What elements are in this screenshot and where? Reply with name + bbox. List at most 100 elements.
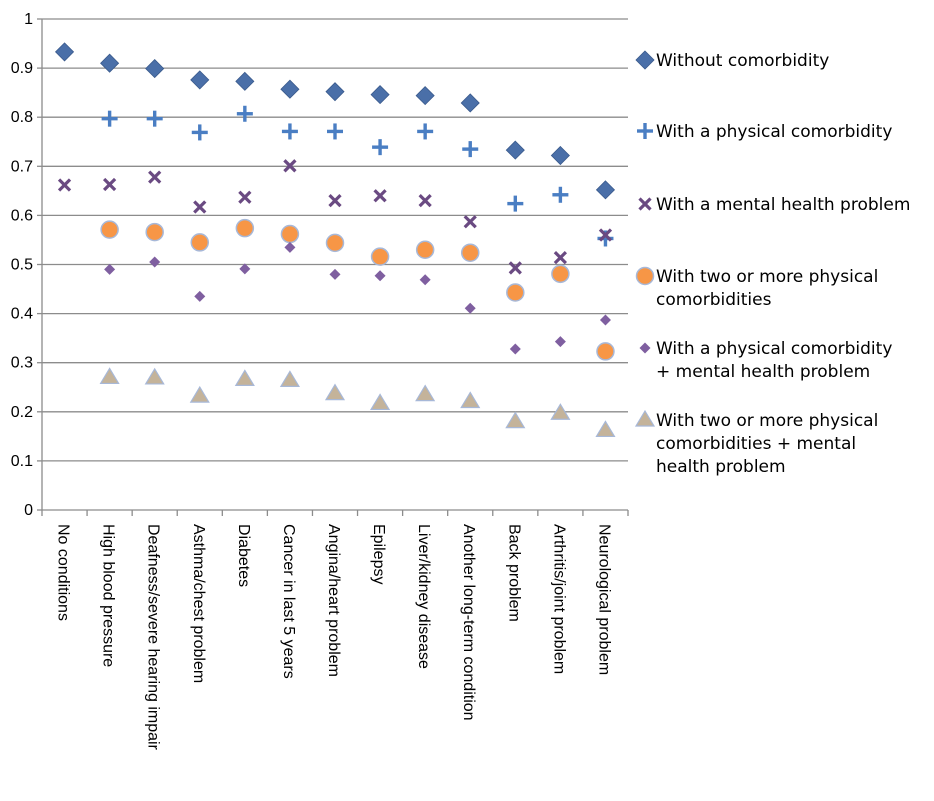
- legend-marker: [635, 266, 655, 286]
- legend-marker: [634, 409, 656, 427]
- data-point: [279, 370, 300, 387]
- x-tick-label: Another long-term condition: [460, 524, 477, 721]
- data-point: [599, 314, 611, 326]
- legend-label: With a physical comorbidity: [656, 122, 892, 142]
- data-point: [551, 264, 570, 284]
- x-tick-label: Epilepsy: [370, 524, 387, 584]
- y-tick-label: 0.7: [11, 158, 33, 175]
- legend-item: With a mental health problem: [638, 195, 910, 215]
- data-point: [239, 263, 251, 275]
- y-tick-label: 0.3: [11, 355, 33, 372]
- legend-marker: [635, 50, 655, 70]
- y-tick-label: 0.1: [11, 453, 33, 470]
- data-point: [329, 268, 341, 280]
- data-point: [280, 224, 300, 244]
- y-tick-label: 0: [24, 502, 33, 519]
- data-point: [148, 170, 162, 184]
- data-point: [460, 391, 481, 409]
- data-point: [507, 195, 524, 212]
- data-point: [552, 186, 569, 203]
- x-tick-label: Asthma/chest problem: [190, 524, 207, 683]
- data-point: [460, 243, 480, 262]
- data-point: [54, 42, 75, 62]
- data-point: [145, 222, 164, 242]
- data-point: [146, 110, 163, 127]
- data-point: [101, 110, 118, 127]
- data-point: [373, 189, 387, 203]
- data-point: [327, 123, 343, 140]
- data-point: [281, 123, 298, 140]
- data-point: [102, 177, 117, 192]
- y-tick-label: 0.6: [11, 207, 33, 224]
- legend-item: With two or more physical comorbidities: [635, 266, 878, 310]
- data-point: [463, 215, 477, 229]
- data-point: [325, 233, 345, 253]
- data-point: [372, 139, 389, 156]
- x-tick-label: Diabetes: [235, 524, 252, 587]
- data-point: [104, 263, 116, 275]
- y-tick-label: 0.2: [11, 404, 33, 421]
- legend-marker: [638, 197, 652, 211]
- data-point: [418, 194, 432, 208]
- data-point: [554, 336, 566, 348]
- x-axis-ticks: No conditions High blood pressure Deafness…: [41, 510, 629, 751]
- legend-item: Without comorbidity: [635, 50, 829, 71]
- data-point: [419, 274, 431, 286]
- data-point: [417, 123, 434, 140]
- x-tick-label: High blood pressure: [100, 524, 117, 667]
- legend-marker: [639, 342, 651, 354]
- legend-label: With two or more physical comorbidities: [656, 267, 878, 310]
- data-point: [370, 393, 391, 411]
- gridlines: [42, 18, 628, 462]
- data-point: [370, 247, 390, 266]
- legend-item: With two or more physical comorbidities +…: [634, 409, 878, 477]
- data-point: [370, 85, 390, 105]
- legend-label: Without comorbidity: [656, 51, 829, 71]
- data-point: [374, 270, 386, 282]
- y-tick-label: 1: [24, 11, 33, 28]
- x-tick-label: Back problem: [505, 524, 522, 622]
- y-tick-label: 0.9: [11, 60, 33, 77]
- data-point: [328, 194, 342, 208]
- y-tick-label: 0.8: [11, 109, 33, 126]
- legend-marker: [637, 123, 653, 139]
- data-point: [284, 241, 296, 253]
- data-point: [100, 220, 119, 239]
- data-point: [595, 420, 616, 438]
- data-point: [144, 367, 165, 385]
- data-point: [325, 82, 345, 102]
- legend-label: With a physical comorbidity + mental heal…: [656, 339, 892, 382]
- data-point: [190, 70, 210, 90]
- x-tick-label: No conditions: [55, 524, 72, 621]
- data-point: [324, 383, 346, 401]
- y-tick-label: 0.5: [11, 257, 33, 274]
- legend-item: With a physical comorbidity + mental heal…: [639, 339, 892, 382]
- x-tick-label: Liver/kidney disease: [415, 524, 432, 669]
- x-tick-label: Cancer in last 5 years: [280, 524, 297, 679]
- data-point: [99, 367, 120, 385]
- x-tick-label: Neurological problem: [595, 524, 612, 675]
- data-point: [598, 228, 613, 242]
- x-tick-label: Angina/heart problem: [325, 524, 342, 677]
- data-point: [550, 145, 570, 166]
- legend-label: With a mental health problem: [656, 195, 910, 215]
- data-point: [57, 178, 72, 192]
- data-point: [415, 384, 436, 402]
- data-point: [191, 124, 208, 141]
- data-point: [235, 71, 255, 91]
- x-tick-label: Arthritis/joint problem: [550, 524, 567, 674]
- data-point: [280, 79, 300, 99]
- data-point: [462, 141, 479, 158]
- data-point: [596, 342, 615, 361]
- data-point: [190, 233, 210, 252]
- data-point: [145, 59, 165, 79]
- data-point: [100, 53, 120, 73]
- legend: Without comorbidity With a physical comor…: [634, 50, 910, 477]
- data-point: [597, 230, 614, 247]
- data-point: [509, 343, 521, 355]
- data-point: [553, 250, 568, 265]
- data-point: [235, 218, 255, 238]
- y-axis-ticks: 0 0.1 0.2 0.3 0.4 0.5 0.6 0.7 0.8 0.9 1: [11, 11, 42, 519]
- data-point: [234, 369, 255, 386]
